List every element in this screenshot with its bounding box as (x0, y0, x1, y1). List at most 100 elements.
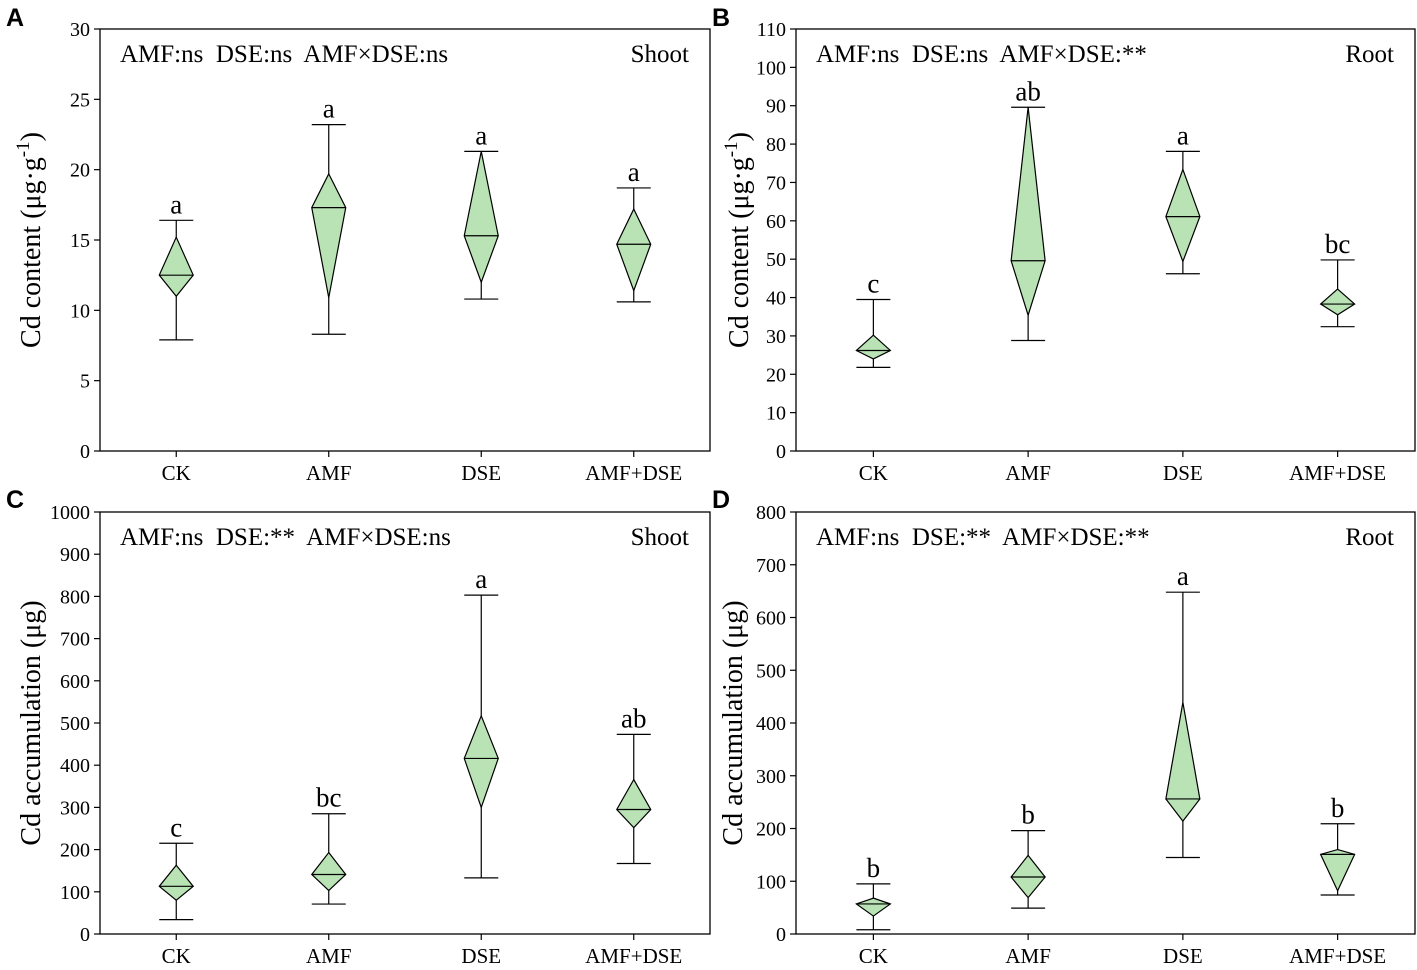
plot-frame (795, 28, 1416, 452)
diamond-mark (855, 897, 892, 917)
diamond-box-ck: b (855, 853, 892, 931)
stats-annotation: AMF:ns DSE:** AMF×DSE:ns (120, 524, 451, 551)
diamond-box-dse: a (1165, 561, 1201, 859)
significance-letter: ab (621, 703, 646, 733)
panel-letter: B (712, 4, 730, 32)
diamond-box-amf: bc (310, 783, 347, 905)
diamond-box-amf: a (311, 94, 347, 335)
panel-c: C 0 100 200 300 400 500 600 700 800 900 1000 CK AMF DS… (6, 486, 711, 968)
diamond-mark (463, 151, 499, 284)
panel-letter: D (712, 486, 730, 514)
diamond-mark (463, 714, 499, 810)
x-tick-label: AMF+DSE (1289, 944, 1386, 968)
x-tick-label: CK (859, 944, 888, 968)
significance-letter: b (867, 853, 881, 883)
diamond-box-amf-dse: b (1319, 793, 1356, 896)
y-tick-label: 20 (766, 364, 786, 386)
stats-annotation: AMF:ns DSE:** AMF×DSE:** (816, 524, 1150, 551)
y-tick-label: 30 (766, 326, 786, 348)
diamond-mark (158, 864, 195, 902)
diamond-mark (1319, 848, 1356, 893)
panel-letter: C (6, 486, 24, 514)
diamond-box-amf-dse: bc (1319, 229, 1356, 328)
plot-frame (795, 511, 1416, 935)
x-tick-label: CK (162, 461, 191, 485)
y-tick-label: 10 (70, 300, 90, 322)
significance-letter: c (170, 812, 182, 842)
diamond-box-ck: a (158, 189, 194, 341)
tissue-label: Shoot (631, 41, 689, 68)
x-tick-label: AMF (1005, 944, 1051, 968)
y-tick-label: 50 (766, 249, 786, 271)
y-tick-label: 30 (70, 19, 90, 41)
tissue-label: Shoot (631, 524, 689, 551)
y-tick-label: 200 (60, 840, 90, 862)
x-tick-label: AMF (306, 944, 352, 968)
y-tick-label: 400 (60, 755, 90, 777)
y-tick-label: 70 (766, 172, 786, 194)
tissue-label: Root (1345, 524, 1394, 551)
significance-letter: ab (1015, 76, 1040, 106)
significance-letter: a (475, 120, 487, 150)
x-tick-label: CK (859, 461, 888, 485)
y-tick-label: 1000 (50, 502, 90, 524)
x-tick-label: DSE (461, 461, 501, 485)
panel-a: A 0 5 10 15 20 25 30 CK AMF DSE AMF+DSE Cd content (… (6, 4, 711, 485)
y-tick-label: 0 (80, 441, 90, 463)
significance-letter: b (1331, 793, 1345, 823)
diamond-mark (1319, 288, 1356, 316)
significance-letter: bc (1325, 229, 1351, 259)
diamond-box-amf: b (1010, 800, 1046, 909)
diamond-box-amf-dse: a (616, 157, 652, 303)
y-axis-title: Cd accumulation (μg) (718, 600, 749, 845)
y-tick-label: 100 (60, 882, 90, 904)
significance-letter: a (323, 94, 335, 124)
diamond-mark (1010, 107, 1046, 318)
y-tick-label: 0 (80, 924, 90, 946)
y-tick-label: 0 (776, 924, 786, 946)
panel-letter: A (6, 4, 24, 32)
y-tick-label: 700 (756, 555, 786, 577)
diamond-mark (855, 334, 892, 360)
significance-letter: a (1177, 561, 1189, 591)
diamond-box-amf-dse: ab (616, 703, 652, 865)
x-tick-label: DSE (1163, 461, 1203, 485)
tissue-label: Root (1345, 41, 1394, 68)
diamond-mark (311, 172, 347, 298)
stats-annotation: AMF:ns DSE:ns AMF×DSE:** (816, 41, 1147, 68)
diamond-mark (616, 778, 652, 829)
y-axis-title: Cd content (μg·g-1) (13, 132, 47, 348)
y-tick-label: 100 (756, 871, 786, 893)
y-tick-label: 100 (756, 57, 786, 79)
x-tick-label: AMF (306, 461, 352, 485)
y-tick-label: 900 (60, 544, 90, 566)
y-tick-label: 40 (766, 288, 786, 310)
y-axis-title: Cd accumulation (μg) (16, 600, 47, 845)
x-tick-label: AMF+DSE (1289, 461, 1386, 485)
diamond-box-dse: a (463, 564, 499, 879)
significance-letter: bc (316, 783, 342, 813)
x-tick-label: DSE (1163, 944, 1203, 968)
y-tick-label: 800 (60, 586, 90, 608)
x-tick-label: DSE (461, 944, 501, 968)
significance-letter: a (628, 157, 640, 187)
y-tick-label: 200 (756, 819, 786, 841)
diamond-mark (158, 235, 194, 298)
y-tick-label: 5 (80, 371, 90, 393)
panel-d: D 0 100 200 300 400 500 600 700 800 CK AMF DSE AMF+DS… (712, 486, 1416, 968)
diamond-box-dse: a (463, 120, 499, 300)
stats-annotation: AMF:ns DSE:ns AMF×DSE:ns (120, 41, 448, 68)
y-tick-label: 20 (70, 160, 90, 182)
significance-letter: a (170, 189, 182, 219)
diamond-box-ck: c (158, 812, 195, 921)
y-tick-label: 800 (756, 502, 786, 524)
x-tick-label: AMF+DSE (585, 461, 682, 485)
y-axis-title: Cd content (μg·g-1) (721, 132, 755, 348)
significance-letter: b (1021, 800, 1035, 830)
plot-frame (99, 511, 711, 935)
y-tick-label: 0 (776, 441, 786, 463)
diamond-mark (616, 207, 652, 293)
significance-letter: a (475, 564, 487, 594)
significance-letter: a (1177, 120, 1189, 150)
